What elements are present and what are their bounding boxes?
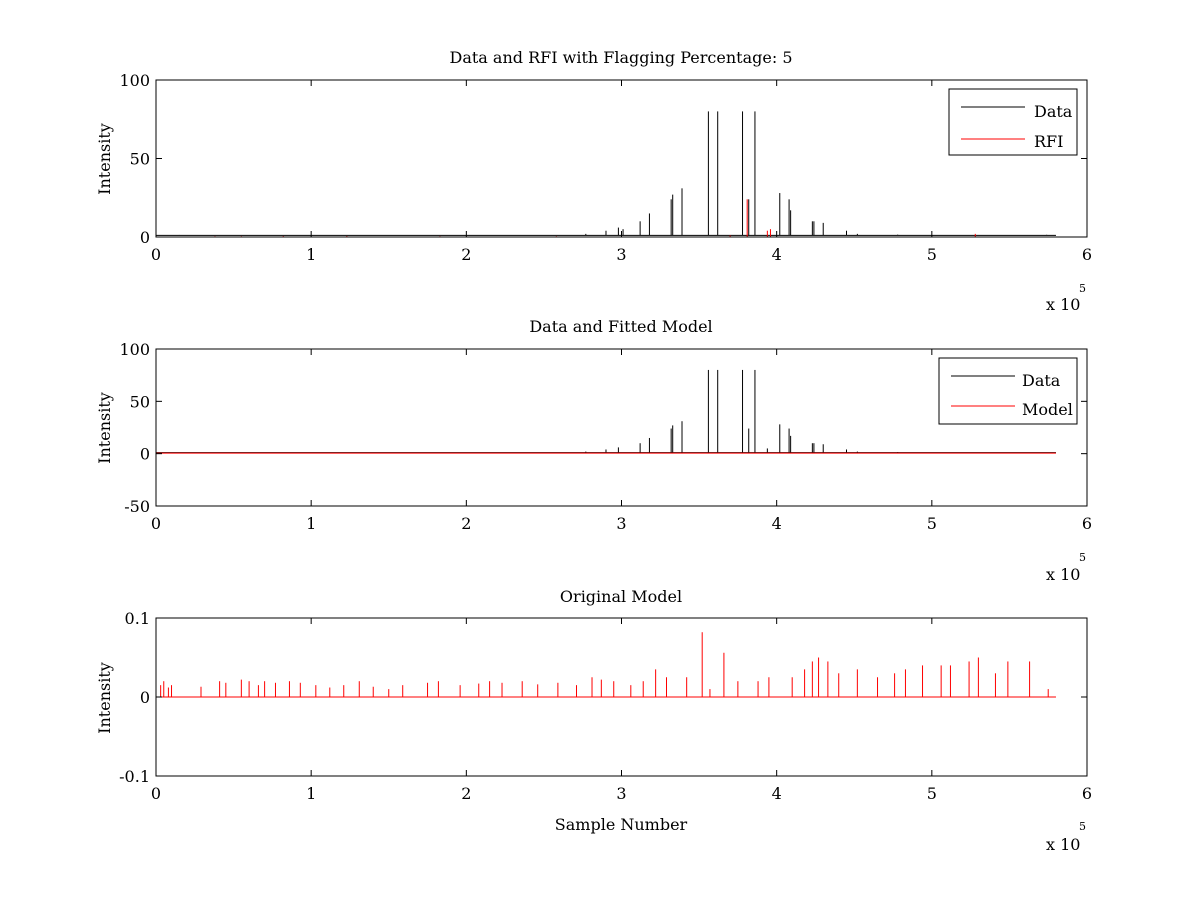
panel-3-xtick-label-4: 4: [772, 784, 782, 803]
panel-2-exponent-base: x 10: [1046, 565, 1080, 584]
panel-2-xtick-label-2: 2: [461, 514, 471, 533]
panel-3-x-exponent: x 10 5: [1046, 820, 1086, 854]
panel-3-ytick-label-1: 0: [140, 688, 150, 707]
panel-2-xtick-label-0: 0: [151, 514, 161, 533]
panel-1-xtick-label-5: 5: [927, 245, 937, 264]
panel-2-legend-model-label: Model: [1022, 400, 1073, 419]
panel-2-xtick-label-5: 5: [927, 514, 937, 533]
panel-1-ytick-label-2: 100: [119, 71, 150, 90]
panel-2-ytick-label-0: -50: [124, 497, 150, 516]
panel-2-x-exponent: x 10 5: [1046, 551, 1086, 584]
panel-1-xtick-label-0: 0: [151, 245, 161, 264]
panel-2-ytick-label-2: 50: [130, 392, 150, 411]
panel-2-ytick-label-1: 0: [140, 445, 150, 464]
panel-original-model: Original Model Intensity Sample Number 0…: [95, 587, 1092, 854]
panel-2-xtick-label-1: 1: [306, 514, 316, 533]
panel-1-ticks: 0 1 2 3 4 5 6 0 50 100: [119, 71, 1092, 264]
panel-3-ticks: 0 1 2 3 4 5 6-0.100.1: [119, 609, 1092, 803]
panel-2-exponent-power: 5: [1079, 551, 1086, 564]
panel-1-xtick-label-6: 6: [1082, 245, 1092, 264]
panel-3-xtick-label-1: 1: [306, 784, 316, 803]
panel-data-model: Data and Fitted Model Intensity 0 1 2 3 4 5 6 -…: [95, 317, 1092, 584]
panel-1-ytick-label-1: 50: [130, 150, 150, 169]
panel-3-ylabel: Intensity: [95, 662, 114, 734]
panel-2-ylabel: Intensity: [95, 392, 114, 464]
panel-1-xtick-label-3: 3: [616, 245, 626, 264]
panel-1-exponent-power: 5: [1079, 282, 1086, 295]
panel-1-legend-data-label: Data: [1034, 102, 1073, 121]
panel-1-legend: Data RFI: [948, 88, 1078, 156]
panel-1-legend-box: [948, 88, 1078, 156]
panel-3-ytick-label-0: -0.1: [119, 767, 150, 786]
panel-3-exponent-power: 5: [1079, 820, 1086, 833]
panel-data-rfi: Data and RFI with Flagging Percentage: 5…: [95, 48, 1092, 314]
panel-2-legend-box: [938, 357, 1078, 425]
panel-3-xtick-label-2: 2: [461, 784, 471, 803]
panel-2-xtick-label-3: 3: [616, 514, 626, 533]
panel-3-xtick-label-3: 3: [616, 784, 626, 803]
panel-2-legend: Data Model: [938, 357, 1078, 425]
panel-2-ytick-label-3: 100: [119, 340, 150, 359]
panel-1-xtick-label-1: 1: [306, 245, 316, 264]
panel-3-xtick-label-5: 5: [927, 784, 937, 803]
panel-3-marks: [156, 632, 1056, 698]
panel-1-xtick-label-4: 4: [772, 245, 782, 264]
panel-1-legend-rfi-label: RFI: [1034, 132, 1063, 151]
panel-3-xtick-label-0: 0: [151, 784, 161, 803]
panel-3-title: Original Model: [560, 587, 682, 606]
panel-3-xtick-label-6: 6: [1082, 784, 1092, 803]
panel-1-ylabel: Intensity: [95, 123, 114, 195]
panel-2-legend-data-label: Data: [1022, 371, 1061, 390]
panel-1-title: Data and RFI with Flagging Percentage: 5: [449, 48, 792, 67]
panel-3-ytick-label-2: 0.1: [125, 609, 150, 628]
panel-1-ytick-label-0: 0: [140, 228, 150, 247]
panel-2-marks: [156, 369, 1056, 454]
panel-2-xtick-label-4: 4: [772, 514, 782, 533]
panel-3-xlabel: Sample Number: [555, 815, 688, 834]
panel-2-xtick-label-6: 6: [1082, 514, 1092, 533]
panel-1-x-exponent: x 10 5: [1046, 282, 1086, 314]
panel-1-xtick-label-2: 2: [461, 245, 471, 264]
panel-2-title: Data and Fitted Model: [529, 317, 712, 336]
panel-3-exponent-base: x 10: [1046, 835, 1080, 854]
panel-1-exponent-base: x 10: [1046, 295, 1080, 314]
